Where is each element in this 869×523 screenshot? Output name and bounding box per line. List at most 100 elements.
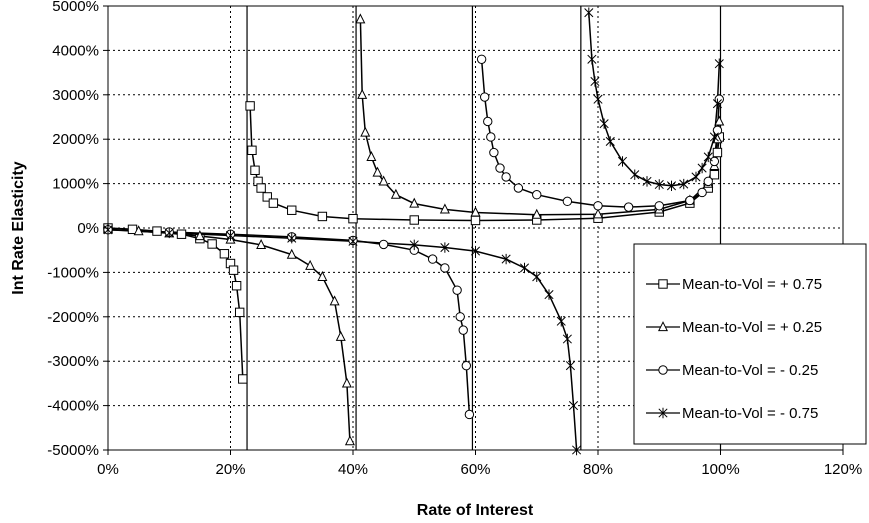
y-tick-label: -3000% [47,353,99,370]
data-point-mean-to-vol-0-25 [458,325,468,335]
data-point-mean-to-vol-0-25 [341,377,352,388]
data-point-mean-to-vol-0-25 [470,206,481,217]
data-point-mean-to-vol-0-75 [590,76,600,87]
x-tick-label: 0% [97,461,119,478]
data-point-mean-to-vol-0-25 [486,132,496,142]
y-tick-label: 0% [77,220,99,237]
data-point-mean-to-vol-0-25 [427,254,438,264]
data-point-mean-to-vol-0-25 [360,126,371,137]
data-point-mean-to-vol-0-25 [440,263,450,273]
data-point-mean-to-vol-0-75 [176,229,187,239]
data-point-mean-to-vol-0-25 [390,188,401,199]
data-point-mean-to-vol-0-25 [329,295,340,306]
legend-marker [657,321,669,332]
data-point-mean-to-vol-0-75 [470,215,481,226]
data-point-mean-to-vol-0-75 [268,198,279,208]
data-point-mean-to-vol-0-75 [709,170,720,180]
data-point-mean-to-vol-0-25 [531,208,542,219]
data-point-mean-to-vol-0-75 [470,245,481,257]
y-tick-label: 2000% [52,131,99,148]
data-point-mean-to-vol-0-25 [194,230,205,241]
data-point-mean-to-vol-0-75 [317,211,328,222]
data-point-mean-to-vol-0-25 [378,239,389,250]
y-tick-label: 1000% [52,176,99,193]
y-tick-label: -1000% [47,264,99,281]
data-point-mean-to-vol-0-75 [562,333,572,345]
legend-box [633,243,867,445]
data-point-mean-to-vol-0-75 [225,230,236,241]
data-point-mean-to-vol-0-25 [335,330,346,341]
y-tick-label: -4000% [47,398,99,415]
x-axis-ticks: 0% 20% 40% 60% 80% 100% 120% [97,450,862,478]
x-tick-label: 100% [701,461,739,478]
data-point-mean-to-vol-0-75 [228,265,239,275]
data-point-mean-to-vol-0-25 [703,176,713,187]
data-point-mean-to-vol-0-75 [599,118,609,129]
data-point-mean-to-vol-0-75 [234,307,245,318]
data-point-mean-to-vol-0-25 [623,202,634,212]
data-point-mean-to-vol-0-75 [691,171,701,183]
y-tick-label: 3000% [52,87,99,104]
data-point-mean-to-vol-0-25 [378,175,389,186]
y-tick-label: 4000% [52,42,99,59]
data-point-mean-to-vol-0-25 [562,196,573,207]
data-point-mean-to-vol-0-25 [501,172,511,182]
data-point-mean-to-vol-0-25 [357,88,368,99]
data-point-mean-to-vol-0-75 [532,271,542,283]
data-point-mean-to-vol-0-25 [654,201,664,211]
data-point-mean-to-vol-0-25 [532,190,542,200]
data-point-mean-to-vol-0-75 [568,400,579,411]
legend-marker [658,407,668,419]
data-point-mean-to-vol-0-75 [219,249,230,259]
data-point-mean-to-vol-0-25 [513,183,524,193]
data-point-mean-to-vol-0-25 [464,409,475,420]
legend: Mean-to-Vol = + 0.75 Mean-to-Vol = + 0.25… [633,243,867,445]
data-point-mean-to-vol-0-75 [348,213,358,224]
data-point-mean-to-vol-0-75 [287,205,297,215]
data-point-mean-to-vol-0-75 [666,180,677,192]
data-point-mean-to-vol-0-75 [712,98,722,109]
data-point-mean-to-vol-0-75 [250,165,260,175]
data-point-mean-to-vol-0-75 [231,281,242,291]
data-point-mean-to-vol-0-75 [712,147,723,158]
data-point-mean-to-vol-0-75 [262,192,272,202]
x-tick-label: 20% [215,461,245,478]
data-point-mean-to-vol-0-25 [483,116,493,127]
data-point-mean-to-vol-0-25 [409,197,420,208]
data-point-mean-to-vol-0-25 [256,238,267,249]
data-point-mean-to-vol-0-75 [348,236,358,247]
data-point-mean-to-vol-0-25 [685,195,695,206]
data-point-mean-to-vol-0-25 [476,54,487,64]
series-line-mean-to-vol-0-75 [588,12,721,187]
data-point-mean-to-vol-0-25 [286,248,297,259]
data-point-mean-to-vol-0-75 [679,178,689,190]
data-point-mean-to-vol-0-25 [489,147,499,158]
legend-marker [658,279,668,289]
data-point-mean-to-vol-0-75 [587,54,597,65]
y-tick-label: -5000% [47,442,99,459]
x-axis-title: Rate of Interest [417,502,534,519]
data-point-mean-to-vol-0-75 [152,226,162,236]
data-point-mean-to-vol-0-75 [642,176,652,187]
x-tick-label: 80% [583,461,613,478]
data-point-mean-to-vol-0-25 [697,187,707,198]
legend-label: Mean-to-Vol = + 0.25 [682,319,822,336]
data-point-mean-to-vol-0-75 [556,316,566,327]
data-point-mean-to-vol-0-25 [317,270,328,281]
data-point-mean-to-vol-0-25 [133,225,144,236]
data-point-mean-to-vol-0-25 [495,163,505,173]
data-point-mean-to-vol-0-25 [366,151,377,162]
data-point-mean-to-vol-0-25 [714,115,725,126]
data-point-mean-to-vol-0-25 [479,92,490,102]
data-point-mean-to-vol-0-75 [519,262,530,274]
data-point-mean-to-vol-0-25 [592,208,604,219]
data-point-mean-to-vol-0-25 [452,285,462,295]
data-point-mean-to-vol-0-25 [355,13,366,24]
data-point-mean-to-vol-0-75 [703,151,713,163]
data-point-mean-to-vol-0-75 [256,183,266,193]
legend-label: Mean-to-Vol = - 0.75 [682,405,818,422]
legend-label: Mean-to-Vol = - 0.25 [682,362,818,379]
data-point-mean-to-vol-0-75 [654,179,664,190]
data-point-mean-to-vol-0-75 [501,253,511,265]
